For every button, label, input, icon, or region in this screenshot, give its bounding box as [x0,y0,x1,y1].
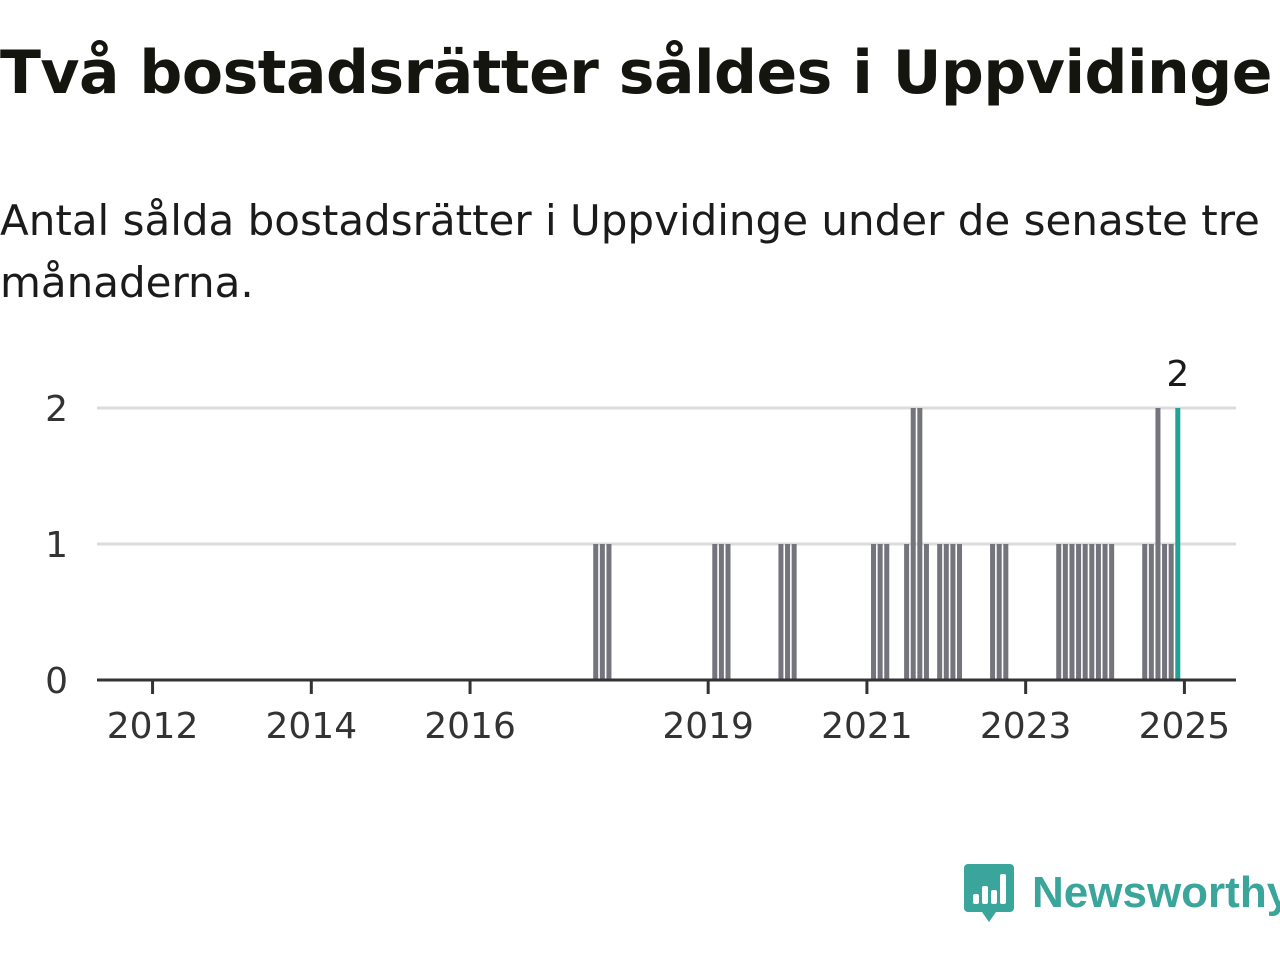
bar [1102,544,1108,680]
bar [910,408,916,680]
bar [593,544,599,680]
bar [917,408,923,680]
bar [950,544,956,680]
bar [1082,544,1088,680]
bar [1062,544,1068,680]
x-tick-label: 2025 [1139,706,1231,747]
x-tick-label: 2014 [265,706,357,747]
bar [1162,544,1168,680]
bar [1155,408,1161,680]
grid-lines [97,406,1236,546]
bar [778,544,784,680]
y-tick-labels: 0 1 2 [45,389,68,702]
chart-title: Två bostadsrätter såldes i Uppvidinge [0,38,1272,108]
y-tick-label: 2 [45,389,68,430]
bar-chart-logo-icon [964,864,1014,922]
bar [791,544,797,680]
bar [1168,544,1174,680]
x-tick-label: 2012 [107,706,199,747]
bar [937,544,943,680]
x-tick-label: 2019 [662,706,754,747]
bar [1109,544,1115,680]
bar [996,544,1002,680]
bar [990,544,996,680]
bar [1069,544,1075,680]
bar [599,544,605,680]
bar [1076,544,1082,680]
x-tick-label: 2016 [424,706,516,747]
bar [1095,544,1101,680]
data-labels: 2 [1166,354,1189,395]
bar [877,544,883,680]
logo-text: Newsworthy [1032,868,1280,917]
y-tick-label: 1 [45,525,68,566]
bar [1089,544,1095,680]
chart-subtitle: Antal sålda bostadsrätter i Uppvidinge u… [0,196,1260,307]
bar [957,544,963,680]
bar [943,544,949,680]
y-tick-label: 0 [45,661,68,702]
bar [1056,544,1062,680]
bar [1003,544,1009,680]
newsworthy-logo: Newsworthy [964,864,1280,922]
bars [593,408,1181,680]
bar [725,544,731,680]
bar [904,544,910,680]
data-label: 2 [1166,354,1189,395]
x-tick-label: 2023 [980,706,1072,747]
bar [712,544,718,680]
bar [884,544,890,680]
bar [1148,544,1154,680]
x-tick-labels: 2012 2014 2016 2019 2021 2023 2025 [107,706,1230,747]
bar [718,544,724,680]
bar [785,544,791,680]
x-axis [97,678,1236,694]
bar-highlight [1175,408,1181,680]
bar [1142,544,1148,680]
x-tick-label: 2021 [821,706,913,747]
bar [871,544,877,680]
bar [923,544,929,680]
bar [606,544,612,680]
